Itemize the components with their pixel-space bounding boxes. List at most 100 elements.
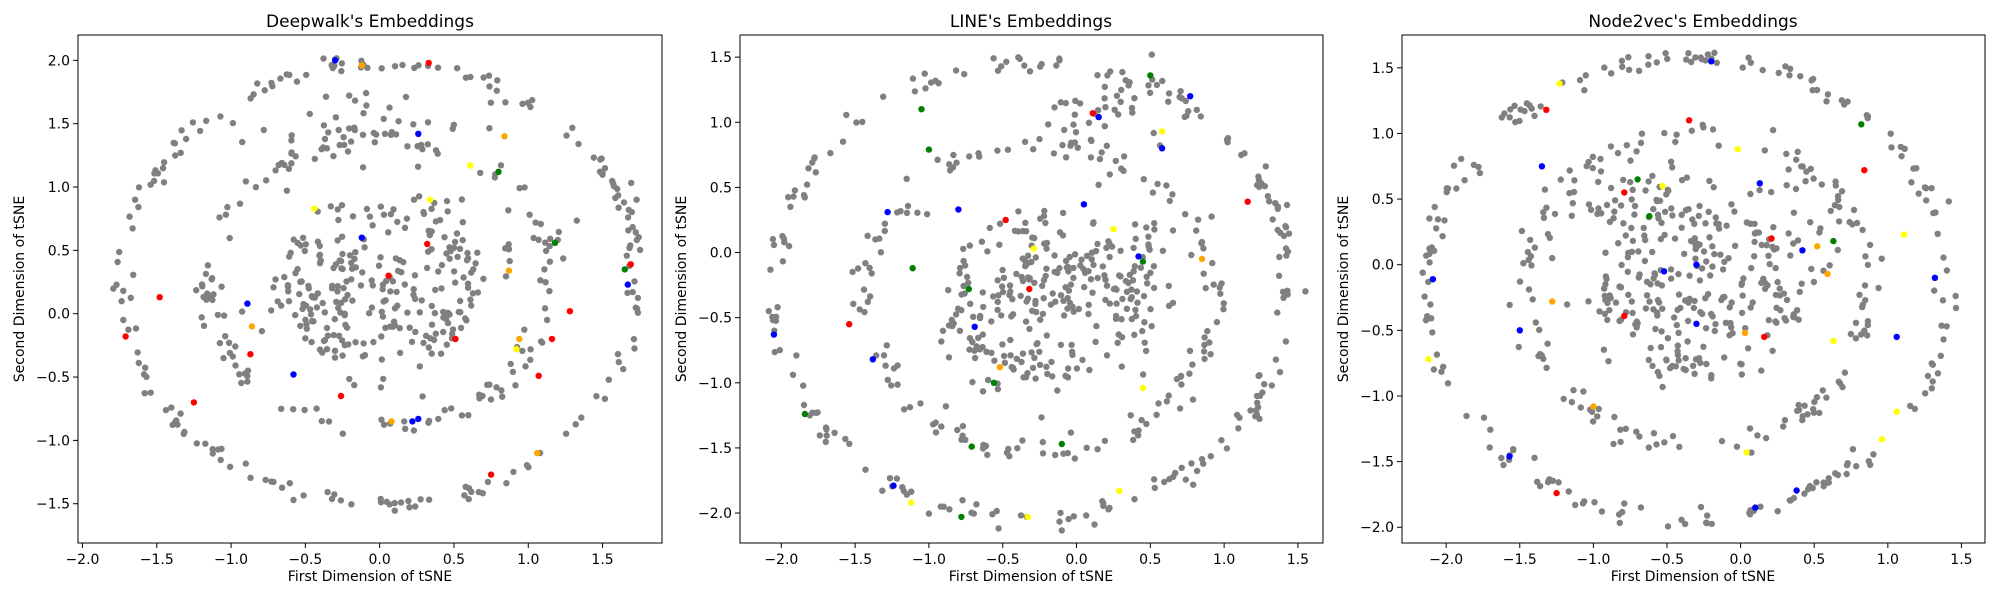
data-point [1144,280,1151,287]
data-point [1911,405,1919,412]
data-point [1799,163,1806,170]
data-point [338,233,346,240]
data-point [1901,145,1908,152]
data-point [352,249,359,256]
data-point [961,262,969,269]
data-point [1540,355,1547,362]
data-point [491,174,499,181]
data-point [1169,299,1177,307]
data-point [1697,503,1705,511]
data-point [424,141,431,148]
data-point [999,266,1006,274]
data-point [1928,185,1935,192]
data-point [1059,209,1067,217]
data-point [383,277,390,285]
data-point [630,335,638,343]
data-point [335,304,342,312]
data-point [1618,261,1625,269]
data-point [411,272,419,279]
data-point [1000,352,1008,360]
data-point [946,161,953,168]
data-point [313,405,320,412]
data-point [1101,437,1109,445]
data-point [1751,253,1758,260]
data-point [1658,219,1665,226]
data-point [196,127,204,135]
data-point [1669,164,1676,171]
data-point [969,378,976,386]
data-point [1758,241,1765,249]
highlight-point [1556,80,1563,87]
data-point [506,257,513,265]
data-point [1031,354,1038,361]
data-point [1218,437,1225,444]
data-point [1674,351,1682,359]
data-point [320,122,328,129]
data-point [1659,383,1666,391]
data-point [380,375,387,383]
data-point [296,290,303,298]
data-point [1645,356,1653,364]
data-point [1516,117,1523,125]
data-point [1792,185,1800,193]
data-point [1054,387,1061,394]
data-point [1646,298,1653,305]
data-point [1188,460,1195,467]
data-point [1223,445,1231,452]
data-point [1135,427,1142,434]
data-point [1689,362,1697,369]
data-point [485,72,493,79]
data-point [1952,304,1960,312]
data-point [1176,93,1183,101]
data-point [377,254,384,261]
data-point [432,286,439,294]
highlight-point [909,265,916,272]
data-point [846,440,853,447]
data-point [1773,304,1780,311]
data-point [338,299,345,306]
data-point [1686,272,1693,279]
data-point [1684,338,1691,345]
data-point [1611,413,1618,421]
highlight-point [358,62,365,69]
data-point [1649,172,1656,180]
highlight-point [1824,270,1831,278]
data-point [1645,178,1652,185]
data-point [1194,216,1202,223]
data-point [1888,144,1895,151]
highlight-point [415,130,422,137]
data-point [994,385,1002,393]
data-point [1570,188,1578,196]
highlight-point [846,321,853,328]
deepwalk-ylabel: Second Dimension of tSNE [12,196,28,382]
data-point [1102,296,1109,304]
data-point [262,476,269,484]
y-tick-label: 0.5 [1372,192,1394,208]
data-point [214,311,222,319]
data-point [1141,319,1148,326]
data-point [1659,305,1666,312]
data-point [909,75,917,82]
data-point [1443,185,1451,192]
data-point [1190,481,1197,488]
data-point [325,129,332,136]
data-point [966,242,973,249]
data-point [497,162,505,169]
data-point [339,430,346,437]
data-point [474,289,482,296]
data-point [1026,325,1033,333]
data-point [181,428,188,436]
data-point [242,460,249,467]
x-tick-label: 0.0 [369,552,391,568]
data-point [464,249,471,257]
data-point [526,211,533,218]
data-point [811,155,818,162]
data-point [1253,181,1261,189]
data-point [1007,352,1014,359]
data-point [1531,112,1538,120]
data-point [1029,364,1037,372]
data-point [822,424,830,431]
data-point [1650,205,1657,213]
data-point [560,255,567,262]
data-point [391,62,399,70]
